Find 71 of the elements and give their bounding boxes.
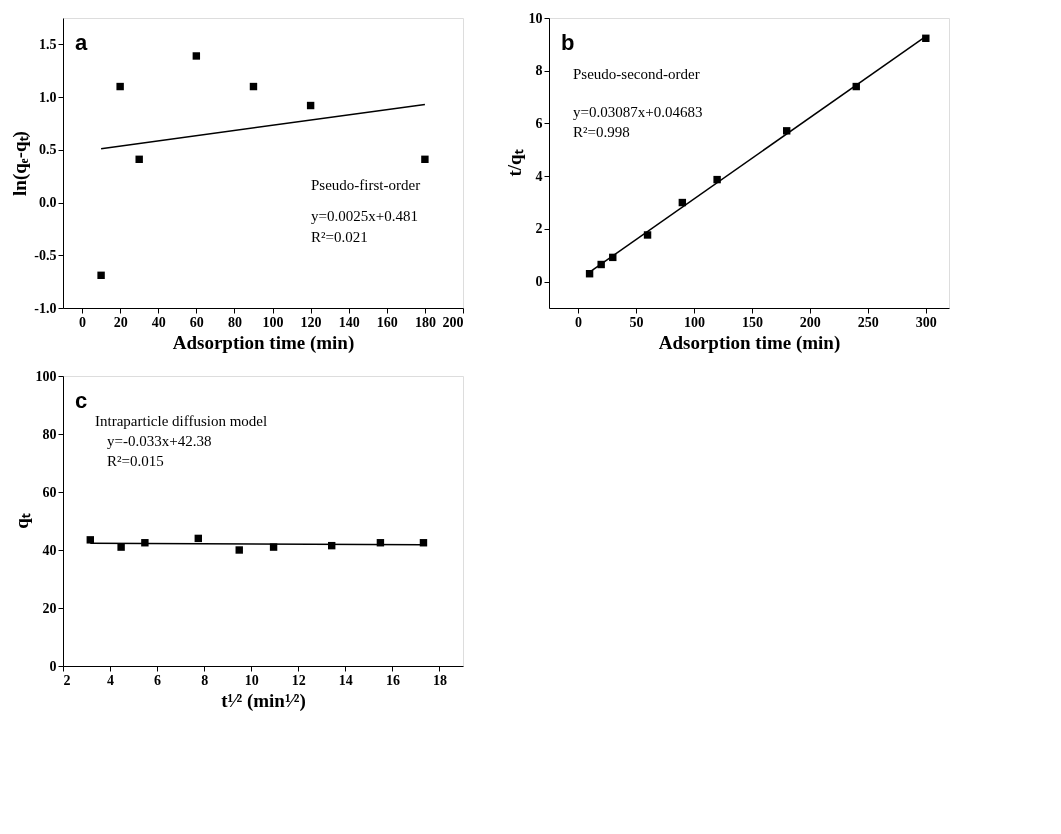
y-tick-label: 80 [42,426,57,442]
y-tick-label: 1.0 [39,89,57,105]
y-tick-label: -1.0 [34,300,57,316]
annotation: R²=0.998 [573,124,630,141]
y-tick-label: -0.5 [34,247,57,263]
x-tick-label: 120 [300,314,322,330]
y-tick-label: 4 [535,168,543,184]
x-tick-label: 100 [683,314,705,330]
point [86,536,94,544]
x-tick-label: 40 [151,314,166,330]
x-tick-label: 250 [857,314,879,330]
x-axis-title: Adsorption time (min) [172,331,355,354]
y-tick-label: 100 [35,368,57,384]
x-tick-label: 0 [574,314,582,330]
x-tick-label: 160 [376,314,398,330]
annotation: c [75,387,88,413]
y-tick-label: 40 [42,542,57,558]
y-tick-label: 20 [42,600,57,616]
x-tick-label: 300 [915,314,937,330]
point [135,155,143,164]
annotation: R²=0.015 [107,453,164,470]
annotation: y=0.0025x+0.481 [311,208,418,225]
y-tick-label: 1.5 [39,36,57,52]
x-tick-label: 80 [227,314,242,330]
x-tick-label: 60 [189,314,204,330]
y-tick-label: 0.5 [39,142,57,158]
y-tick-label: 2 [535,221,543,237]
annotation: Intraparticle diffusion model [95,412,268,429]
y-tick-label: 60 [42,484,57,500]
point [192,52,201,60]
y-axis-title: t/qₜ [503,149,525,177]
annotation: R²=0.021 [311,228,368,245]
y-tick-label: 6 [535,115,543,131]
x-tick-label: 200 [799,314,821,330]
point [97,271,105,280]
x-tick-label: 0 [79,314,87,330]
x-axis-title: t¹⁄² (min¹⁄²) [221,689,306,712]
point [235,546,243,554]
x-tick-label: 10 [244,672,259,688]
x-tick-label: 20 [113,314,128,330]
y-axis-title: ln(qₑ-qₜ) [9,131,32,196]
y-tick-label: 0 [535,274,543,290]
y-tick-label: 0 [49,658,57,674]
annotation: y=-0.033x+42.38 [107,433,212,449]
x-tick-label: 140 [338,314,360,330]
y-axis-title: qₜ [10,513,32,529]
x-tick-label: 6 [154,672,162,688]
x-tick-label: 18 [432,672,447,688]
point [116,82,124,91]
annotation: y=0.03087x+0.04683 [573,104,703,120]
x-tick-label: 16 [385,672,400,688]
annotation: Pseudo-first-order [311,176,421,193]
x-tick-label: 2 [63,672,71,688]
x-tick-label: 8 [201,672,209,688]
y-tick-label: 0.0 [39,195,57,211]
x-tick-label: 150 [741,314,763,330]
y-tick-label: 10 [528,10,543,26]
x-tick-label: 4 [107,672,115,688]
x-tick-label: 100 [262,314,284,330]
annotation: a [75,29,88,55]
x-tick-label: 12 [291,672,306,688]
x-tick-label: 180 [414,314,436,330]
x-tick-label: 14 [338,672,353,688]
x-tick-label: 50 [629,314,644,330]
point [421,155,429,164]
x-axis-title: Adsorption time (min) [658,331,841,354]
x-tick-label: 200 [442,314,464,330]
annotation: Pseudo-second-order [573,66,700,83]
y-tick-label: 8 [535,63,543,79]
point [117,543,125,551]
annotation: b [561,29,575,55]
